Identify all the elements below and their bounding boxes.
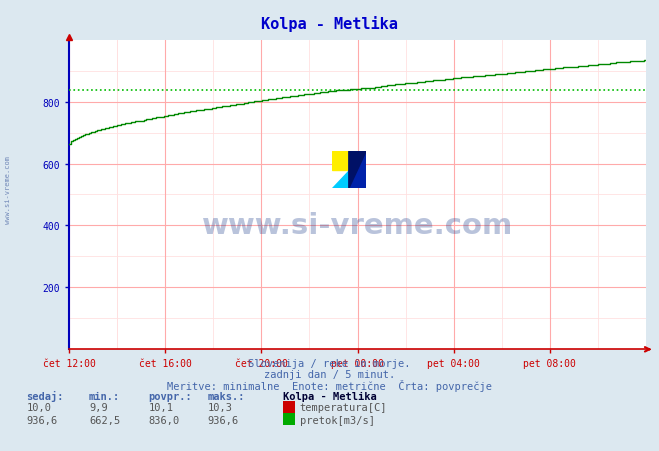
- Text: Kolpa - Metlika: Kolpa - Metlika: [261, 16, 398, 32]
- Text: 936,6: 936,6: [26, 414, 57, 424]
- Text: www.si-vreme.com: www.si-vreme.com: [5, 156, 11, 223]
- Text: zadnji dan / 5 minut.: zadnji dan / 5 minut.: [264, 369, 395, 379]
- Polygon shape: [331, 170, 349, 189]
- Text: 936,6: 936,6: [208, 414, 239, 424]
- Text: 10,1: 10,1: [148, 402, 173, 412]
- Text: pretok[m3/s]: pretok[m3/s]: [300, 414, 375, 424]
- Text: temperatura[C]: temperatura[C]: [300, 402, 387, 412]
- Text: min.:: min.:: [89, 391, 120, 401]
- Polygon shape: [349, 152, 366, 189]
- Polygon shape: [349, 152, 366, 189]
- Text: maks.:: maks.:: [208, 391, 245, 401]
- Text: www.si-vreme.com: www.si-vreme.com: [202, 212, 513, 240]
- Text: sedaj:: sedaj:: [26, 390, 64, 401]
- Text: 662,5: 662,5: [89, 414, 120, 424]
- Text: Meritve: minimalne  Enote: metrične  Črta: povprečje: Meritve: minimalne Enote: metrične Črta:…: [167, 379, 492, 391]
- Text: 10,0: 10,0: [26, 402, 51, 412]
- Polygon shape: [331, 152, 349, 170]
- Text: 10,3: 10,3: [208, 402, 233, 412]
- Text: povpr.:: povpr.:: [148, 391, 192, 401]
- Text: Kolpa - Metlika: Kolpa - Metlika: [283, 391, 377, 401]
- Text: Slovenija / reke in morje.: Slovenija / reke in morje.: [248, 359, 411, 368]
- Text: 836,0: 836,0: [148, 414, 179, 424]
- Text: 9,9: 9,9: [89, 402, 107, 412]
